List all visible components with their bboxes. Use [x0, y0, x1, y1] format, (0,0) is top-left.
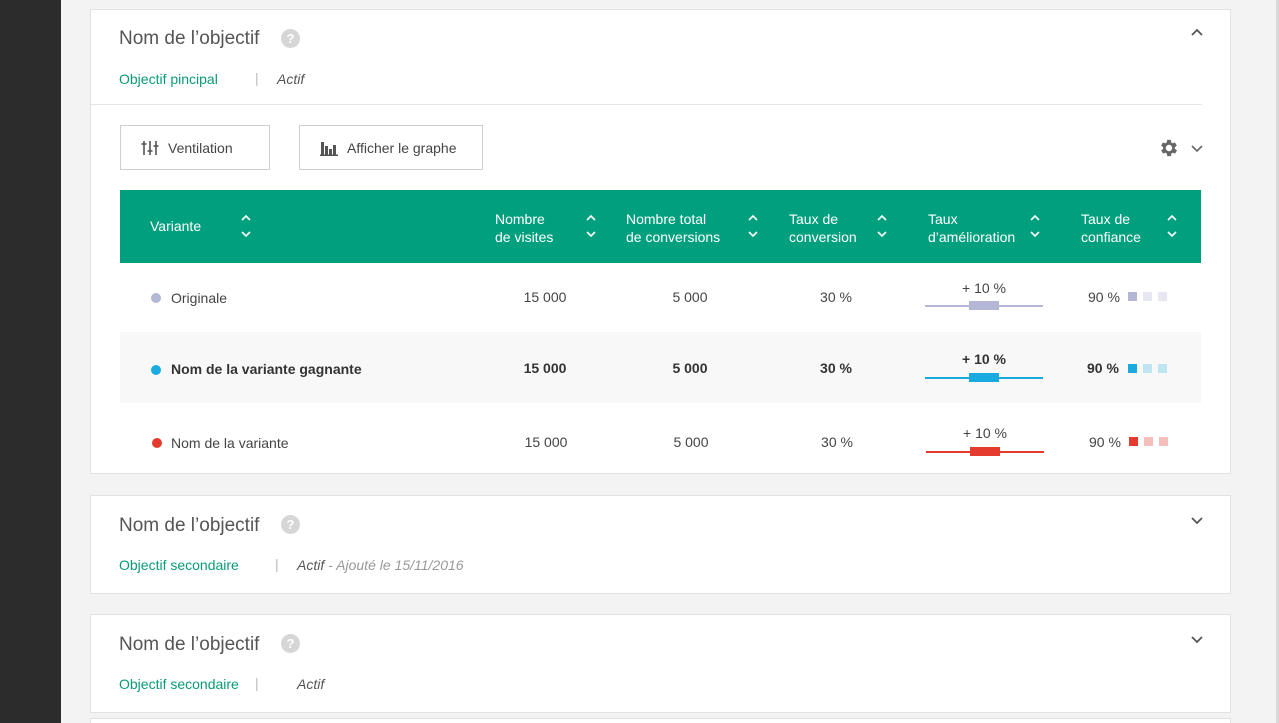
col-improvement[interactable]: Taux d’amélioration: [928, 211, 1016, 245]
confidence-square-1: [1129, 437, 1138, 446]
help-icon[interactable]: ?: [281, 634, 300, 653]
col-visits[interactable]: Nombre de visites: [495, 211, 554, 245]
confidence-value: 90 %: [1088, 289, 1120, 305]
variant-color-dot: [151, 293, 161, 303]
visits-value: 15 000: [523, 289, 567, 305]
improvement-marker: [969, 373, 999, 382]
confidence-square-1: [1128, 364, 1137, 373]
rate-value: 30 %: [820, 360, 852, 376]
results-table-header: Variante Nombre de visites Nombre total de…: [120, 190, 1201, 263]
conversions-value: 5 000: [673, 434, 709, 450]
table-row[interactable]: Originale 15 000 5 000 30 % + 10 % 90 %: [120, 263, 1201, 334]
objective-status: Actif: [297, 676, 325, 692]
sort-icon[interactable]: [585, 212, 597, 240]
sort-icon[interactable]: [1029, 212, 1041, 240]
confidence-square-2: [1144, 437, 1153, 446]
divider: [91, 104, 1202, 105]
bar-chart-icon: [320, 141, 338, 156]
objective-type: Objectif secondaire: [119, 676, 239, 692]
improvement-value: + 10 %: [962, 351, 1006, 367]
next-card-edge: [90, 718, 1231, 723]
objective-meta: Objectif secondaire | Actif: [119, 675, 324, 692]
objective-type: Objectif secondaire: [119, 557, 239, 573]
objective-card-primary: Nom de l’objectif ? Objectif pincipal | …: [90, 9, 1231, 474]
separator: |: [255, 70, 259, 86]
variant-color-dot: [152, 438, 162, 448]
show-graph-button[interactable]: Afficher le graphe: [299, 125, 483, 170]
app-sidebar: [0, 0, 61, 723]
help-icon[interactable]: ?: [281, 29, 300, 48]
objective-type: Objectif pincipal: [119, 71, 218, 87]
objective-status: Actif: [277, 71, 305, 87]
confidence-value: 90 %: [1087, 360, 1119, 376]
improvement-value: + 10 %: [963, 425, 1007, 441]
improvement-marker: [970, 447, 1000, 456]
variant-name: Nom de la variante: [171, 435, 289, 451]
chevron-down-icon[interactable]: [1190, 513, 1204, 527]
objective-card-secondary: Nom de l’objectif ? Objectif secondaire …: [90, 614, 1231, 713]
sliders-icon: [141, 140, 159, 155]
conversions-value: 5 000: [672, 360, 708, 376]
sort-icon[interactable]: [747, 212, 759, 240]
col-conversions[interactable]: Nombre total de conversions: [626, 211, 721, 245]
confidence-square-3: [1159, 437, 1168, 446]
main-content: Nom de l’objectif ? Objectif pincipal | …: [61, 0, 1276, 723]
sort-icon[interactable]: [1166, 212, 1178, 240]
sort-icon[interactable]: [876, 212, 888, 240]
objective-title: Nom de l’objectif: [119, 634, 260, 655]
sort-icon[interactable]: [240, 212, 252, 240]
show-graph-label: Afficher le graphe: [347, 139, 457, 156]
objective-card-secondary: Nom de l’objectif ? Objectif secondaire …: [90, 495, 1231, 594]
confidence-square-2: [1143, 292, 1152, 301]
confidence-square-1: [1128, 292, 1137, 301]
rate-value: 30 %: [820, 289, 852, 305]
gear-icon[interactable]: [1158, 137, 1180, 159]
objective-meta: Objectif pincipal | Actif: [119, 70, 304, 87]
separator: |: [275, 556, 279, 572]
variant-name: Nom de la variante gagnante: [171, 361, 362, 377]
confidence-value: 90 %: [1089, 434, 1121, 450]
confidence-square-3: [1158, 292, 1167, 301]
col-confidence[interactable]: Taux de confiance: [1081, 211, 1141, 245]
rate-value: 30 %: [821, 434, 853, 450]
objective-title: Nom de l’objectif: [119, 515, 260, 536]
ventilation-button[interactable]: Ventilation: [120, 125, 270, 170]
confidence-square-3: [1158, 364, 1167, 373]
variant-name: Originale: [171, 290, 228, 306]
objective-title: Nom de l’objectif: [119, 28, 260, 49]
separator: |: [255, 675, 259, 691]
variant-color-dot: [151, 365, 161, 375]
visits-value: 15 000: [523, 360, 567, 376]
chevron-down-icon[interactable]: [1190, 141, 1204, 155]
ventilation-label: Ventilation: [168, 139, 233, 156]
scrollbar[interactable]: [1276, 0, 1279, 723]
chevron-down-icon[interactable]: [1190, 632, 1204, 646]
chevron-up-icon[interactable]: [1190, 25, 1204, 39]
table-row[interactable]: Nom de la variante 15 000 5 000 30 % + 1…: [120, 403, 1201, 474]
improvement-marker: [969, 301, 999, 310]
improvement-value: + 10 %: [962, 280, 1006, 296]
col-conversion-rate[interactable]: Taux de conversion: [789, 211, 857, 245]
conversions-value: 5 000: [672, 289, 708, 305]
objective-meta: Objectif secondaire | Actif - Ajouté le …: [119, 556, 464, 573]
confidence-square-2: [1143, 364, 1152, 373]
table-row-highlighted[interactable]: Nom de la variante gagnante 15 000 5 000…: [120, 332, 1201, 403]
visits-value: 15 000: [524, 434, 568, 450]
objective-status: Actif - Ajouté le 15/11/2016: [297, 557, 464, 573]
help-icon[interactable]: ?: [281, 515, 300, 534]
col-variante[interactable]: Variante: [150, 218, 202, 234]
